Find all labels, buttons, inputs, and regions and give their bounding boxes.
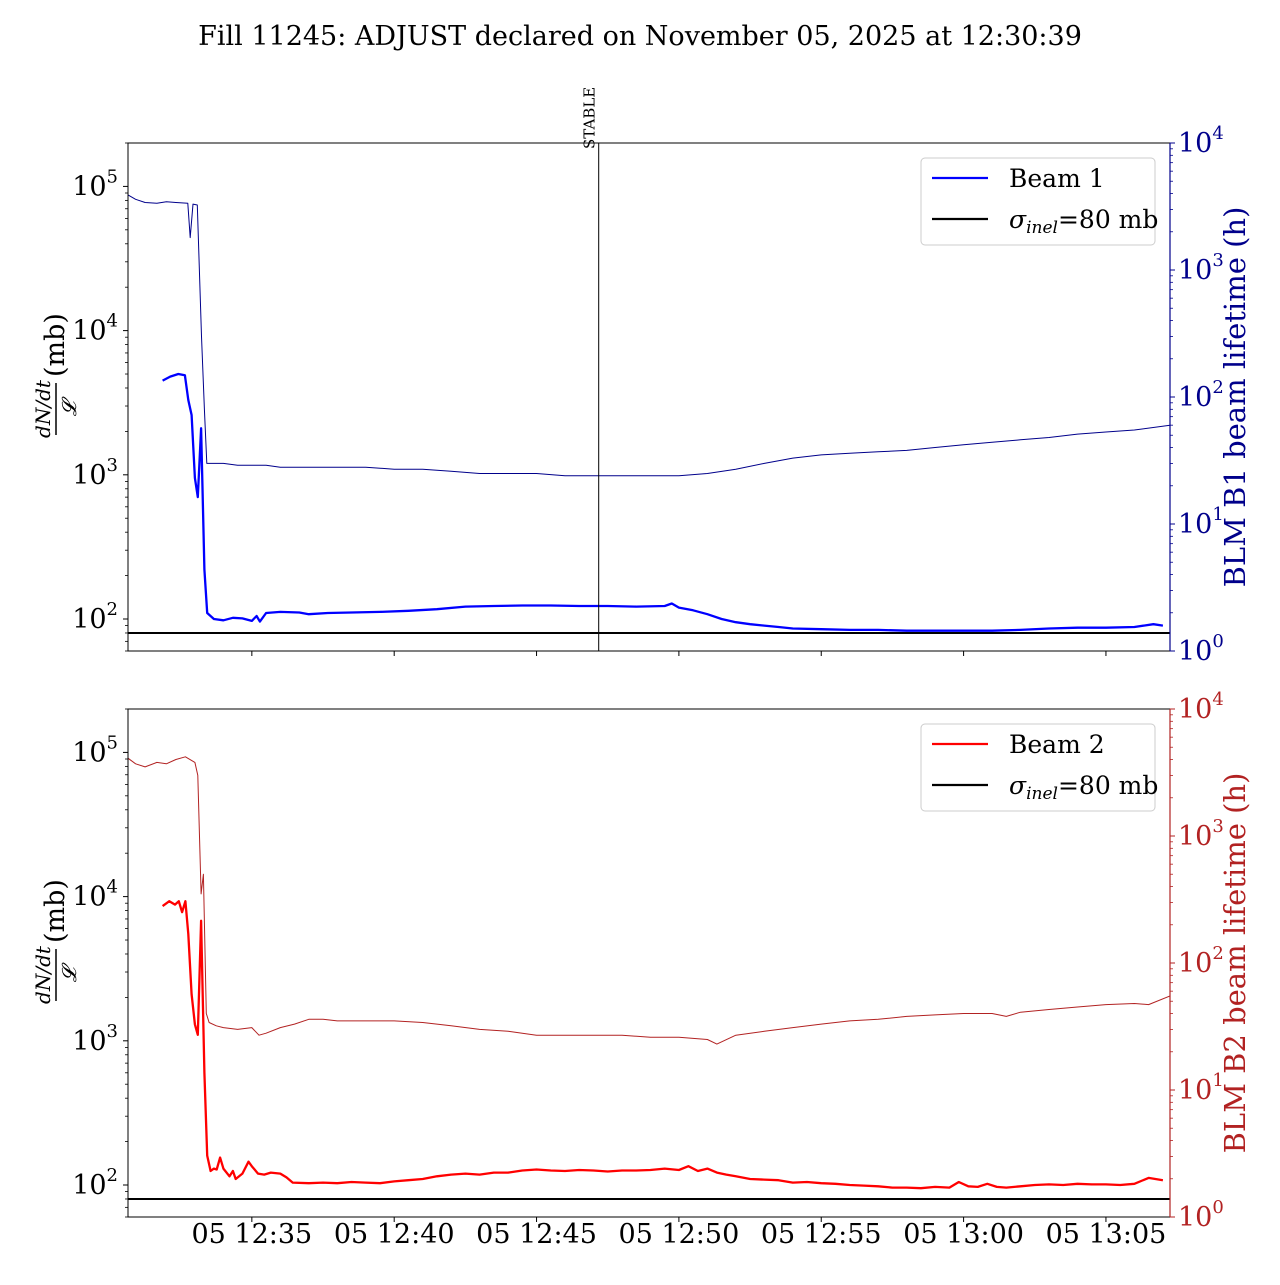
stable-marker-label: STABLE — [581, 87, 599, 149]
legend-bottom: Beam 2 σinel=80 mb — [920, 723, 1158, 812]
y-tick-label: 102 — [72, 1165, 118, 1201]
y-label-unit: (mb) — [40, 879, 71, 943]
legend-box — [920, 157, 1156, 246]
y-right-tick-label: 102 — [1178, 943, 1224, 979]
y-axis-label-bottom: dN/dt 𝓛 (mb) — [31, 879, 81, 1004]
x-tick-label: 05 12:45 — [476, 1219, 597, 1250]
y-right-tick-label: 100 — [1178, 1197, 1224, 1233]
y-tick-label: 104 — [72, 311, 118, 347]
rate-series-line-top — [162, 372, 1164, 632]
chart-title: Fill 11245: ADJUST declared on November … — [198, 21, 1082, 52]
x-tick-label: 05 12:50 — [619, 1219, 740, 1250]
y-label-unit: (mb) — [40, 313, 71, 377]
legend-label: Beam 1 — [1009, 164, 1105, 193]
legend-box — [920, 723, 1156, 812]
y-right-tick-label: 104 — [1178, 689, 1224, 725]
panel-bottom: 102 103 104 105 100 101 102 103 104 05 12:35 05 12… — [31, 689, 1252, 1250]
legend-top: Beam 1 σinel=80 mb — [920, 157, 1158, 246]
y-right-tick-label: 101 — [1178, 1070, 1224, 1106]
legend-label: σinel=80 mb — [1009, 205, 1158, 238]
y-tick-label: 105 — [72, 166, 118, 202]
y-label-denominator: 𝓛 — [57, 962, 81, 982]
legend-label: Beam 2 — [1009, 730, 1105, 759]
x-tick-label: 05 12:40 — [334, 1219, 455, 1250]
y-right-tick-label: 100 — [1178, 631, 1224, 667]
y-label-numerator: dN/dt — [31, 945, 55, 1004]
y-right-tick-label: 102 — [1178, 377, 1224, 413]
panel-top: STABLE 102 103 104 105 100 101 102 103 104 dN/dt 𝓛 (… — [31, 87, 1252, 667]
y-tick-label: 103 — [72, 455, 118, 491]
x-tick-label: 05 13:05 — [1046, 1219, 1167, 1250]
rate-series-line-bottom — [161, 900, 1164, 1190]
x-tick-label: 05 12:35 — [191, 1219, 312, 1250]
lifetime-series-line-bottom — [128, 756, 1170, 1045]
legend-label: σinel=80 mb — [1009, 771, 1158, 804]
y-label-denominator: 𝓛 — [57, 396, 81, 416]
y-right-axis-label-top: BLM B1 beam lifetime (h) — [1218, 207, 1252, 588]
y-tick-label: 103 — [72, 1021, 118, 1057]
y-right-axis-label-bottom: BLM B2 beam lifetime (h) — [1218, 773, 1252, 1154]
x-tick-label: 05 12:55 — [761, 1219, 882, 1250]
y-label-numerator: dN/dt — [31, 379, 55, 438]
y-right-tick-label: 103 — [1178, 816, 1224, 852]
y-right-tick-label: 101 — [1178, 504, 1224, 540]
y-axis-label-top: dN/dt 𝓛 (mb) — [31, 313, 81, 438]
y-tick-label: 105 — [72, 732, 118, 768]
y-tick-label: 104 — [72, 877, 118, 913]
lifetime-series-line-top — [128, 194, 1170, 477]
x-tick-label: 05 13:00 — [903, 1219, 1024, 1250]
y-right-tick-label: 103 — [1178, 250, 1224, 286]
y-tick-label: 102 — [72, 599, 118, 635]
y-right-tick-label: 104 — [1178, 123, 1224, 159]
